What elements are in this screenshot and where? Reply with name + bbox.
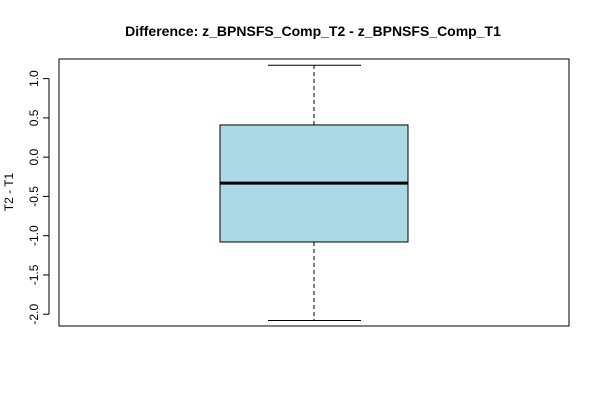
- plot-frame: [58, 58, 570, 327]
- box-plot: [219, 64, 409, 322]
- y-tick-label: -1.5: [27, 264, 41, 285]
- y-tick-label: 1.0: [27, 70, 41, 87]
- y-tick-label: 0.0: [27, 148, 41, 165]
- y-axis: -2.0 -1.5 -1.0 -0.5 0.0 0.5 1.0: [27, 70, 50, 325]
- y-tick-label: -2.0: [27, 304, 41, 325]
- y-tick-label: -1.0: [27, 225, 41, 246]
- chart-title: Difference: z_BPNSFS_Comp_T2 - z_BPNSFS_…: [125, 23, 501, 39]
- y-tick-label: 0.5: [27, 109, 41, 126]
- y-axis-label: T2 - T1: [2, 172, 16, 211]
- y-tick-label: -0.5: [27, 186, 41, 207]
